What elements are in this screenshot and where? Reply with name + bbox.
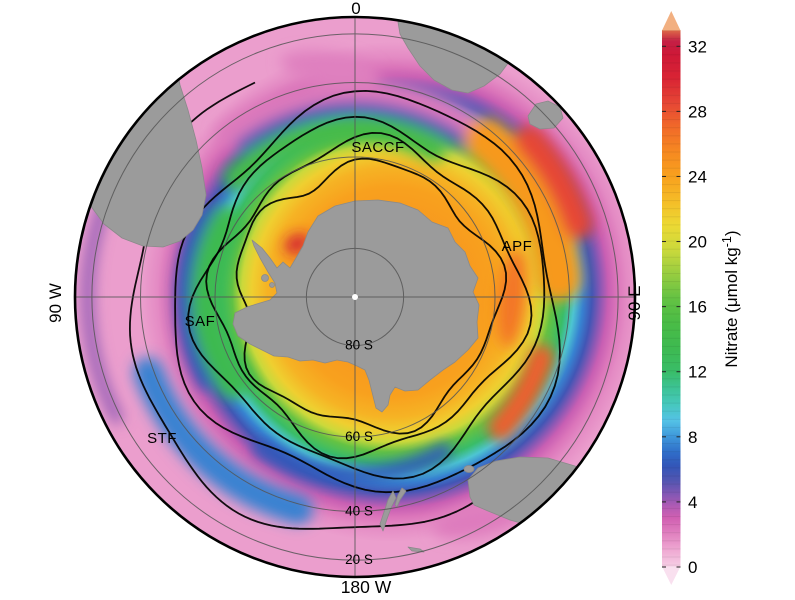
colorbar-tick-label: 28 — [688, 102, 707, 121]
latitude-label: 80 S — [345, 338, 373, 353]
colorbar-title: Nitrate (μmol kg-1) — [720, 230, 741, 367]
colorbar-ticks: 0 4 8 12 16 20 24 28 32 — [662, 37, 707, 577]
latitude-label: 60 S — [345, 429, 373, 444]
southwest-cyan-swath — [133, 357, 314, 525]
meridian-label-90w: 90 W — [46, 283, 65, 323]
meridian-label-90e: 90 E — [625, 286, 644, 321]
colorbar-tick-label: 8 — [688, 428, 697, 447]
front-label-apf: APF — [502, 238, 533, 255]
colorbar-tick-label: 24 — [688, 167, 707, 186]
nitrate-anomaly-layer — [82, 50, 594, 539]
polar-map: 0 180 W 90 W 90 E 80 S 60 S 40 S 20 S STF SAF… — [46, 0, 644, 597]
south-blue-band — [252, 440, 452, 484]
colorbar-tick-label: 0 — [688, 558, 697, 577]
peninsula-island — [269, 282, 275, 288]
latitude-circle-60s — [214, 156, 496, 438]
front-label-stf: STF — [147, 430, 177, 447]
small-island — [407, 546, 425, 553]
tasmania-island — [463, 465, 475, 473]
front-label-saf: SAF — [185, 313, 216, 330]
west-rim-purple — [82, 191, 123, 424]
front-label-saccf: SACCF — [351, 139, 404, 156]
latitude-label: 40 S — [345, 503, 373, 518]
colorbar-tick-label: 32 — [688, 37, 707, 56]
colorbar-tick-label: 12 — [688, 363, 707, 382]
latitude-circle-20s — [91, 33, 619, 561]
graticule — [76, 18, 634, 576]
colorbar-tick-label: 20 — [688, 233, 707, 252]
west-green-band — [190, 206, 251, 399]
east-orange-bulge — [464, 117, 582, 302]
colorbar-under-arrow — [662, 566, 681, 585]
latitude-circle-40s — [140, 82, 570, 512]
latitude-circle-80s — [305, 247, 405, 347]
map-edge-circle — [73, 15, 637, 579]
meridian-label-180w: 180 W — [341, 577, 392, 597]
colorbar-tick-label: 16 — [688, 298, 707, 317]
antarctica-landmass — [232, 199, 480, 413]
meridian-label-0: 0 — [351, 0, 360, 18]
map-labels: 80 S 60 S 40 S 20 S STF SAF APF SACCF — [147, 139, 532, 567]
south-pole-dot — [352, 294, 358, 300]
colorbar-level-striations — [662, 30, 681, 567]
northeast-red-patch — [514, 124, 594, 240]
colorbar-over-arrow — [662, 11, 681, 31]
colorbar: 0 4 8 12 16 20 24 28 32 Nitrate (μmol kg-1) — [662, 11, 741, 585]
peninsula-island — [261, 274, 269, 282]
southeast-red-patch — [487, 344, 555, 442]
latitude-label: 20 S — [345, 552, 373, 567]
colorbar-tick-label: 4 — [688, 493, 697, 512]
new-zealand-south-island — [379, 490, 397, 532]
